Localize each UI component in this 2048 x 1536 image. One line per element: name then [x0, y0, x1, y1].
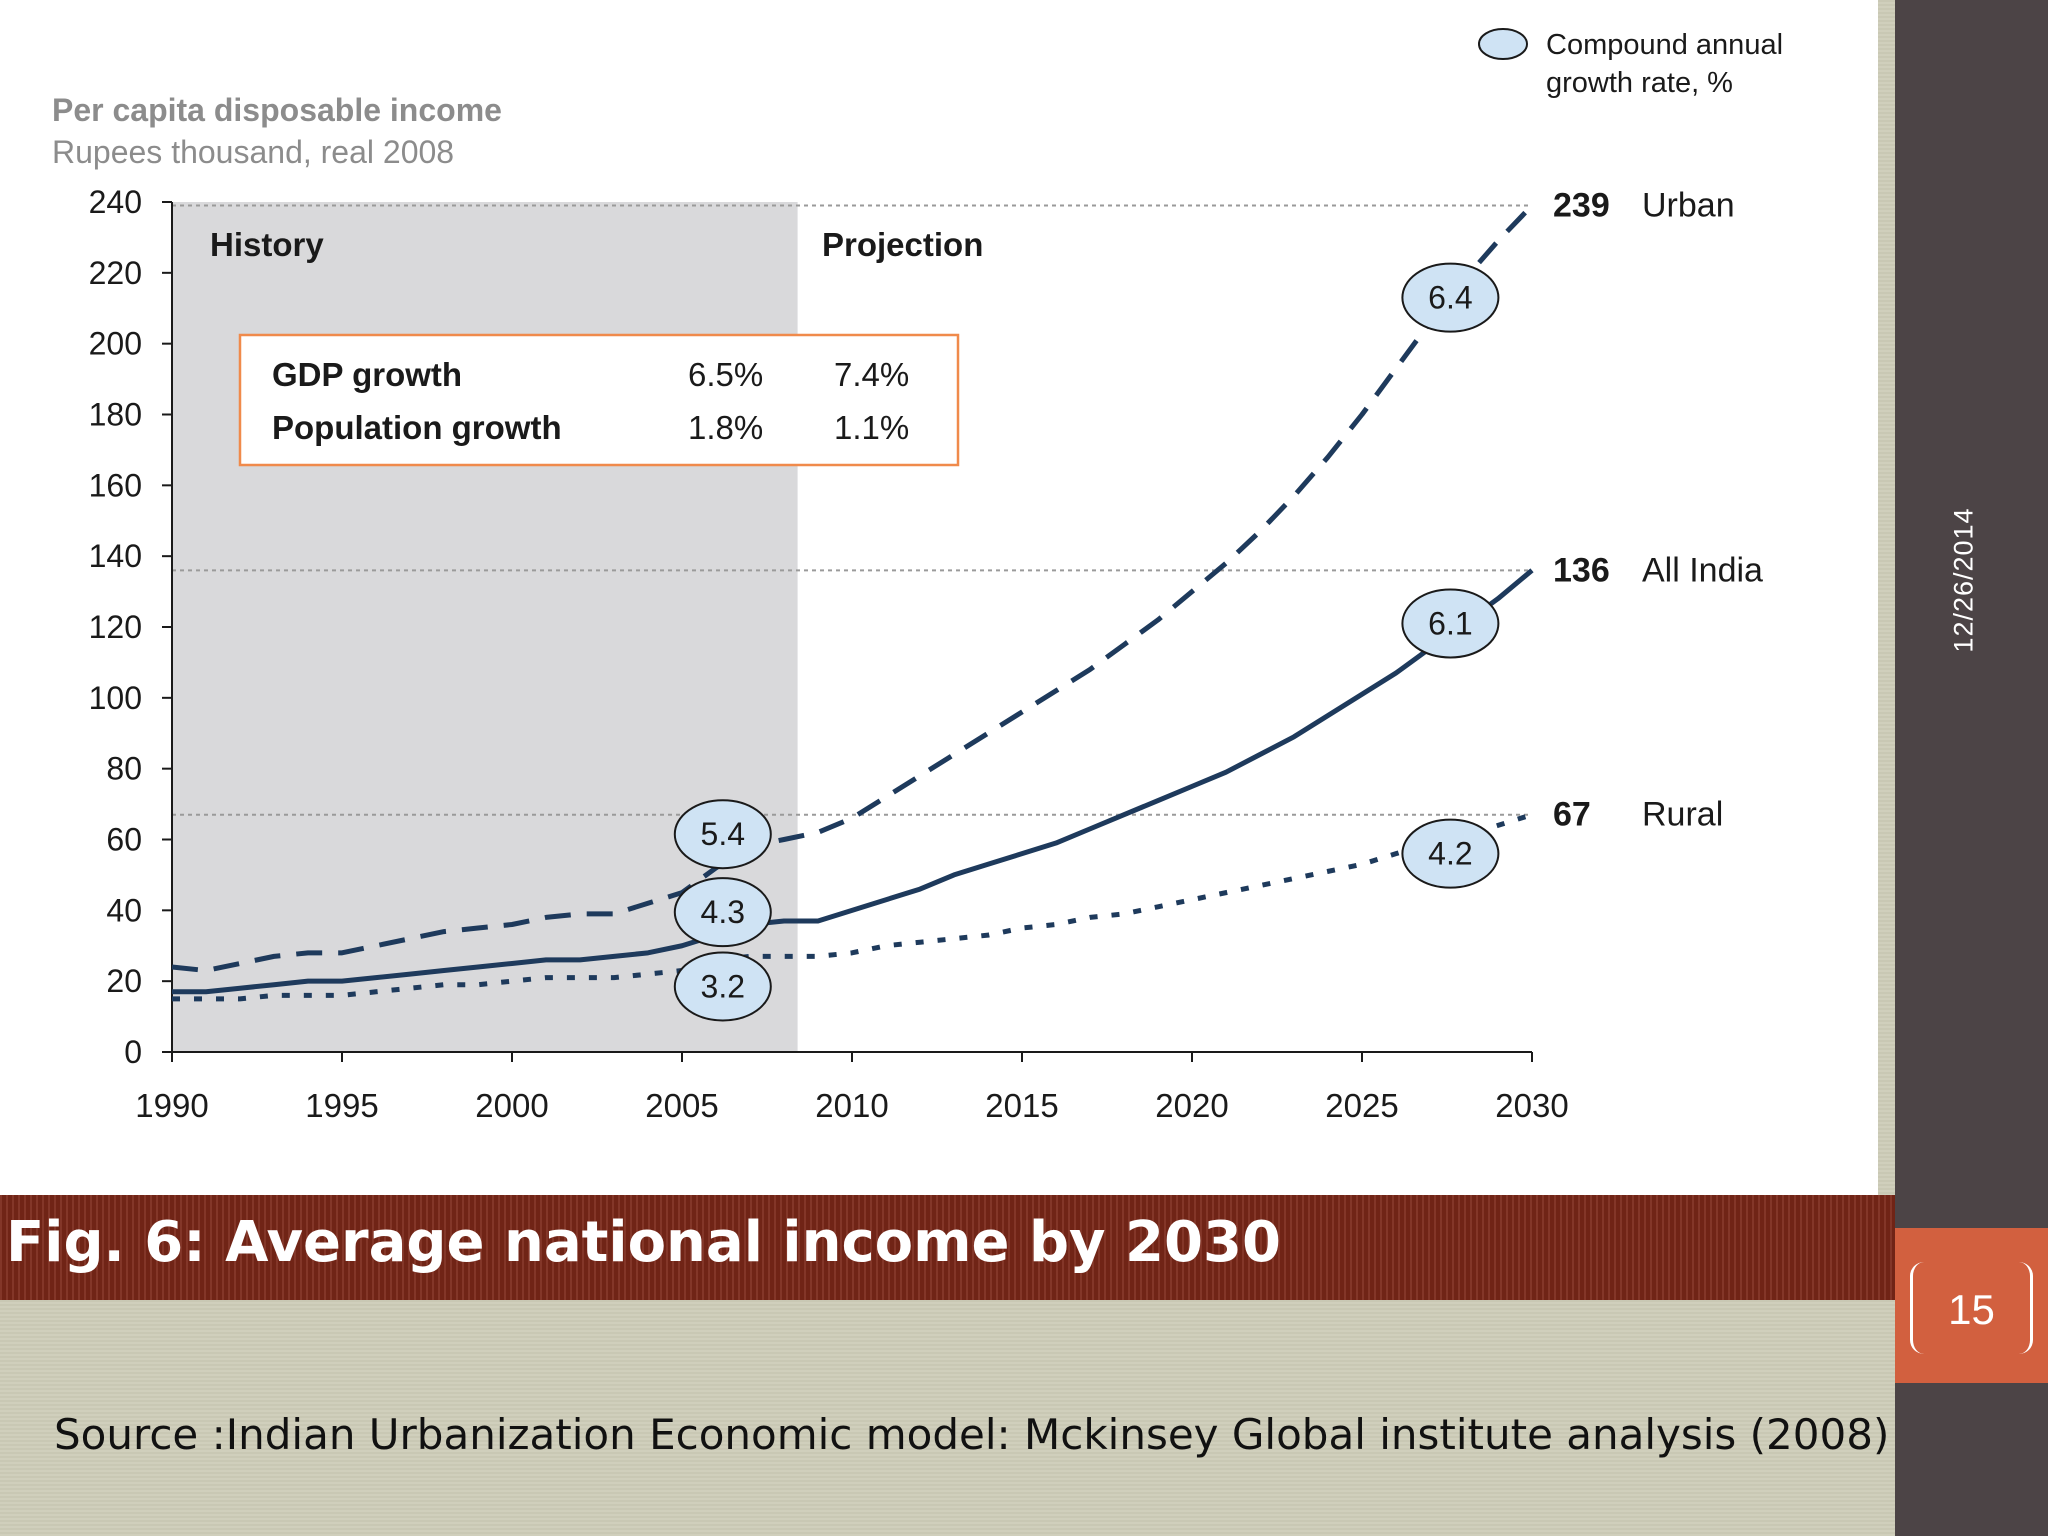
y-tick-label: 200 — [89, 326, 142, 362]
urban-end-value: 239 — [1553, 187, 1610, 225]
x-tick-label: 2020 — [1155, 1087, 1228, 1124]
all-india-history-growth-bubble — [673, 877, 772, 948]
y-tick-label: 40 — [106, 892, 142, 928]
page-number: 15 — [1948, 1286, 1995, 1333]
legend-label-line1: Compound annual — [1546, 29, 1783, 61]
x-tick-label: 2025 — [1325, 1087, 1398, 1124]
all-india-end-value: 136 — [1553, 551, 1610, 589]
legend-bubble-icon — [1478, 28, 1528, 60]
x-tick-label: 1995 — [305, 1087, 378, 1124]
x-tick-label: 2000 — [475, 1087, 548, 1124]
y-tick-label: 100 — [89, 680, 142, 716]
page-number-tab — [1895, 1228, 2048, 1383]
rural-end-value: 67 — [1553, 796, 1591, 834]
y-tick-label: 20 — [106, 963, 142, 999]
y-tick-label: 160 — [89, 467, 142, 503]
all-india-projection-growth-bubble-label: 6.1 — [1428, 605, 1472, 641]
all-india-history-growth-bubble-label: 4.3 — [701, 894, 745, 930]
series-line-all-india — [172, 568, 1534, 995]
x-tick-label: 2005 — [645, 1087, 718, 1124]
income-line-chart: Per capita disposable income Rupees thou… — [52, 28, 1783, 1124]
y-tick-label: 140 — [89, 538, 142, 574]
y-tick-label: 220 — [89, 255, 142, 291]
gdp-growth-history: 6.5% — [688, 356, 763, 393]
y-tick-label: 0 — [124, 1034, 142, 1070]
x-tick-label: 2015 — [985, 1087, 1058, 1124]
x-tick-label: 2030 — [1495, 1087, 1568, 1124]
urban-history-growth-bubble-label: 5.4 — [701, 816, 745, 852]
page-number-bracket — [1910, 1262, 2033, 1354]
urban-end-name: Urban — [1642, 187, 1735, 225]
figure-title: Fig. 6: Average national income by 2030 — [6, 1210, 1281, 1275]
all-india-end-name: All India — [1642, 551, 1763, 589]
chart-subtitle: Rupees thousand, real 2008 — [52, 134, 454, 170]
y-tick-label: 60 — [106, 822, 142, 858]
history-label: History — [210, 226, 324, 263]
population-growth-projection: 1.1% — [834, 409, 909, 446]
rural-history-growth-bubble-label: 3.2 — [701, 968, 745, 1004]
rural-projection-growth-bubble — [1401, 818, 1500, 889]
urban-projection-growth-bubble — [1401, 262, 1500, 333]
series-line-rural — [172, 812, 1533, 1002]
population-growth-label: Population growth — [272, 409, 562, 446]
urban-history-growth-bubble — [673, 799, 772, 870]
figure-title-band — [0, 1195, 1895, 1300]
series-line-urban — [171, 203, 1534, 974]
growth-table-box — [238, 333, 960, 467]
legend-label-line2: growth rate, % — [1546, 67, 1733, 99]
y-tick-label: 120 — [89, 609, 142, 645]
rural-projection-growth-bubble-label: 4.2 — [1428, 836, 1472, 872]
all-india-projection-growth-bubble — [1401, 588, 1500, 659]
projection-label: Projection — [822, 226, 983, 263]
y-tick-label: 80 — [106, 751, 142, 787]
gdp-growth-label: GDP growth — [272, 356, 462, 393]
source-caption: Source :Indian Urbanization Economic mod… — [54, 1410, 1890, 1459]
gdp-growth-projection: 7.4% — [834, 356, 909, 393]
y-tick-label: 240 — [89, 184, 142, 220]
x-tick-label: 1990 — [135, 1087, 208, 1124]
slide-date: 12/26/2014 — [1948, 507, 1979, 653]
rural-history-growth-bubble — [673, 951, 772, 1022]
rural-end-name: Rural — [1642, 796, 1723, 834]
population-growth-history: 1.8% — [688, 409, 763, 446]
x-tick-label: 2010 — [815, 1087, 888, 1124]
chart-title: Per capita disposable income — [52, 92, 502, 128]
y-tick-label: 180 — [89, 397, 142, 433]
urban-projection-growth-bubble-label: 6.4 — [1428, 280, 1472, 316]
